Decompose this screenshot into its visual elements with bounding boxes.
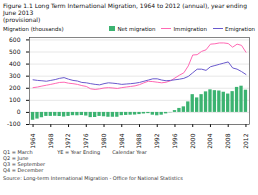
svg-text:2008: 2008 bbox=[224, 133, 231, 148]
svg-text:100: 100 bbox=[9, 96, 21, 103]
svg-text:1992: 1992 bbox=[153, 133, 160, 148]
svg-text:1984: 1984 bbox=[118, 133, 125, 148]
svg-text:2004: 2004 bbox=[206, 133, 213, 148]
svg-text:1996: 1996 bbox=[171, 133, 178, 148]
svg-text:500: 500 bbox=[9, 47, 21, 54]
svg-text:1964: 1964 bbox=[29, 133, 36, 148]
svg-text:1988: 1988 bbox=[135, 133, 142, 148]
html-text:Q1 = March Q2 = June Q3 = Sept: Q1 = March Q2 = June Q3 = September Q4 =… bbox=[3, 148, 46, 174]
html-text:Net migration: Net migration bbox=[117, 25, 156, 32]
html-text:YE = Year Ending: YE = Year Ending bbox=[57, 148, 101, 155]
html-text:Emigration: Emigration bbox=[225, 25, 255, 32]
html-text:Immigration: Immigration bbox=[173, 25, 207, 32]
svg-text:200: 200 bbox=[9, 84, 21, 91]
html-text:(provisional): (provisional) bbox=[3, 16, 41, 24]
html-text:Calendar Year: Calendar Year bbox=[112, 148, 147, 155]
svg-text:300: 300 bbox=[9, 72, 21, 79]
svg-text:2000: 2000 bbox=[189, 133, 196, 148]
svg-text:400: 400 bbox=[9, 60, 21, 67]
html-text:Source: Long-term Internationa: Source: Long-term International Migratio… bbox=[3, 174, 183, 181]
svg-text:-100: -100 bbox=[7, 120, 21, 127]
svg-text:600: 600 bbox=[9, 35, 21, 42]
svg-text:1968: 1968 bbox=[47, 133, 54, 148]
html-text:Figure 1.1 Long Term Internati: Figure 1.1 Long Term International Migra… bbox=[3, 2, 247, 17]
svg-text:0: 0 bbox=[17, 108, 21, 115]
svg-text:2012: 2012 bbox=[242, 133, 249, 148]
svg-text:1972: 1972 bbox=[64, 133, 71, 148]
svg-text:1980: 1980 bbox=[100, 133, 107, 148]
svg-text:1976: 1976 bbox=[82, 133, 89, 148]
html-text:Migration (thousands): Migration (thousands) bbox=[3, 25, 64, 32]
